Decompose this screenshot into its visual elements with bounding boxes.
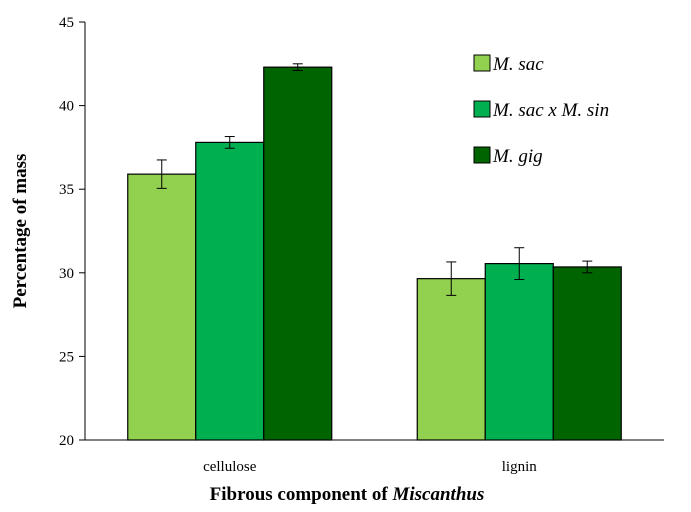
bar	[127, 173, 197, 441]
legend-swatch	[473, 100, 491, 118]
y-tick-label: 45	[59, 15, 74, 31]
y-axis-title: Percentage of mass	[10, 154, 31, 309]
bars-layer	[127, 66, 622, 441]
x-category-label: lignin	[502, 459, 538, 475]
bar	[484, 263, 554, 441]
bar	[195, 141, 265, 441]
y-ticks-layer: 20 25 30 35 40 45	[59, 15, 85, 449]
legend-label: M. sac x M. sin	[492, 100, 609, 121]
axes-layer	[84, 22, 664, 441]
y-tick-label: 35	[59, 182, 74, 198]
x-axis-title-prefix: Fibrous component of	[210, 484, 393, 505]
bar	[263, 66, 333, 441]
legend: M. sac M. sac x M. sin M. gig	[473, 54, 609, 167]
bar	[416, 278, 486, 441]
x-categories-layer: cellulose lignin	[203, 459, 537, 475]
legend-swatch	[473, 54, 491, 72]
y-tick-label: 30	[59, 266, 74, 282]
bar	[552, 266, 622, 441]
y-tick-label: 40	[59, 99, 74, 115]
x-axis-title-italic: Miscanthus	[391, 484, 484, 505]
legend-label: M. gig	[492, 146, 543, 167]
y-tick-label: 20	[59, 433, 74, 449]
legend-label: M. sac	[492, 54, 544, 75]
error-bars-layer	[156, 63, 593, 296]
x-axis-title: Fibrous component of Miscanthus	[210, 484, 485, 505]
x-category-label: cellulose	[203, 459, 257, 475]
legend-swatch	[473, 146, 491, 164]
y-tick-label: 25	[59, 349, 74, 365]
